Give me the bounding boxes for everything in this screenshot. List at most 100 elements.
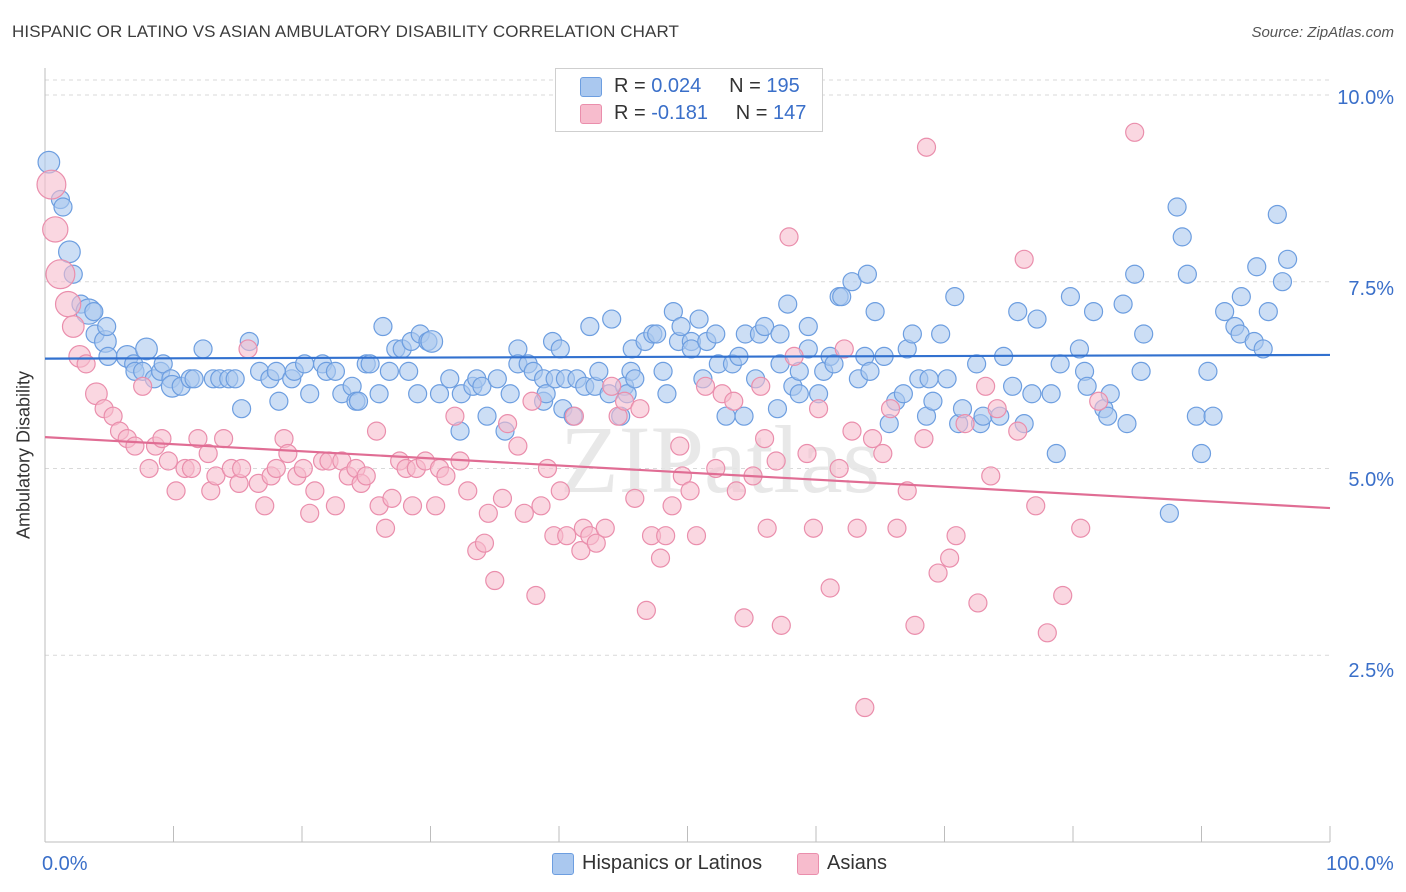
asians-point-47 — [356, 466, 376, 486]
y-tick-label-10: 10.0% — [1337, 87, 1394, 109]
hispanics-point-50 — [373, 316, 393, 337]
asians-point-39 — [305, 481, 325, 501]
bottom-legend-swatch-blue — [552, 853, 574, 875]
hispanics-point-66 — [472, 376, 492, 396]
hispanics-point-188 — [1198, 361, 1218, 381]
asians-point-102 — [726, 481, 746, 501]
hispanics-point-67 — [477, 406, 497, 426]
asians-point-120 — [855, 697, 875, 718]
bottom-legend-swatch-pink — [797, 853, 819, 875]
asians-point-37 — [293, 458, 313, 479]
hispanics-point-120 — [767, 399, 788, 419]
asians-point-29 — [238, 339, 258, 359]
asians-point-69 — [508, 436, 528, 456]
hispanics-point-24 — [184, 369, 204, 389]
asians-point-119 — [847, 518, 867, 538]
asians-point-22 — [198, 443, 218, 464]
hispanics-point-128 — [798, 316, 818, 337]
asians-point-138 — [1014, 249, 1034, 269]
series-hispanics-points — [37, 150, 1298, 523]
hispanics-point-101 — [657, 384, 677, 404]
hispanics-point-151 — [931, 324, 951, 344]
hispanics-point-106 — [681, 339, 701, 359]
hispanics-point-149 — [919, 369, 939, 389]
asians-point-118 — [842, 421, 862, 441]
asians-point-144 — [1125, 122, 1145, 142]
hispanics-point-170 — [1069, 339, 1090, 359]
hispanics-point-164 — [1022, 384, 1042, 404]
asians-point-42 — [325, 496, 346, 516]
asians-point-88 — [630, 399, 650, 419]
asians-point-134 — [976, 376, 996, 396]
legend-n-label: N = — [735, 102, 768, 124]
hispanics-point-187 — [1191, 443, 1212, 464]
asians-point-68 — [498, 414, 518, 434]
source-label: Source: ZipAtlas.com — [1251, 24, 1394, 41]
asians-point-14 — [139, 458, 159, 479]
asians-point-91 — [650, 548, 671, 568]
legend-r-value: 0.024 — [651, 75, 702, 97]
hispanics-point-175 — [1098, 406, 1118, 426]
asians-point-17 — [158, 451, 178, 471]
hispanics-point-42 — [325, 361, 346, 381]
hispanics-point-173 — [1083, 301, 1104, 322]
hispanics-point-121 — [770, 324, 790, 344]
hispanics-point-167 — [1046, 443, 1066, 464]
hispanics-point-51 — [379, 361, 399, 381]
asians-point-54 — [402, 496, 423, 516]
asians-point-87 — [625, 488, 645, 508]
asians-point-96 — [680, 481, 700, 501]
asians-point-94 — [670, 436, 690, 456]
asians-point-105 — [751, 376, 771, 396]
asians-point-89 — [636, 600, 656, 621]
bottom-legend-label: Asians — [827, 852, 888, 874]
legend-box: R = 0.024 N = 195 R = -0.181 N = 147 — [555, 68, 823, 132]
asians-point-133 — [968, 593, 988, 613]
hispanics-point-166 — [1041, 384, 1061, 404]
hispanics-point-134 — [832, 287, 852, 307]
asians-point-2 — [45, 259, 76, 290]
asians-point-70 — [514, 503, 534, 523]
hispanics-point-11 — [98, 346, 118, 367]
hispanics-point-104 — [671, 316, 691, 337]
asians-point-13 — [133, 376, 153, 396]
hispanics-point-99 — [647, 324, 667, 344]
hispanics-point-123 — [778, 294, 798, 314]
hispanics-point-189 — [1203, 406, 1223, 426]
asians-point-135 — [981, 466, 1001, 486]
asians-point-57 — [426, 496, 446, 516]
y-axis-title: Ambulatory Disability — [13, 370, 34, 540]
asians-point-121 — [862, 428, 883, 449]
asians-point-50 — [375, 518, 396, 538]
y-tick-label-7-5: 7.5% — [1348, 278, 1394, 300]
asians-point-73 — [531, 496, 551, 516]
legend-n-value: 195 — [766, 75, 800, 97]
legend-n-value: 147 — [773, 102, 807, 124]
hispanics-point-172 — [1077, 376, 1097, 396]
asians-point-60 — [445, 406, 465, 426]
hispanics-point-169 — [1060, 287, 1081, 307]
asians-point-142 — [1071, 518, 1091, 538]
hispanics-point-30 — [232, 399, 252, 419]
asians-point-62 — [458, 481, 478, 501]
asians-point-18 — [166, 481, 186, 501]
asians-point-108 — [766, 451, 786, 471]
asians-point-103 — [734, 608, 754, 628]
asians-point-128 — [916, 137, 937, 157]
asians-point-1 — [42, 216, 69, 243]
hispanics-point-60 — [429, 384, 450, 404]
asians-point-77 — [557, 526, 577, 546]
hispanics-point-195 — [1247, 257, 1267, 277]
asians-point-124 — [887, 518, 907, 538]
hispanics-point-86 — [580, 316, 600, 337]
hispanics-point-80 — [550, 339, 570, 359]
hispanics-point-139 — [860, 361, 880, 381]
hispanics-point-59 — [420, 330, 444, 353]
asians-point-48 — [366, 421, 387, 441]
hispanics-point-190 — [1215, 301, 1235, 322]
asians-trend-line — [44, 435, 1331, 510]
hispanics-point-185 — [1177, 264, 1197, 284]
hispanics-point-0 — [37, 150, 61, 174]
asians-point-140 — [1037, 623, 1057, 643]
asians-point-112 — [797, 443, 817, 464]
